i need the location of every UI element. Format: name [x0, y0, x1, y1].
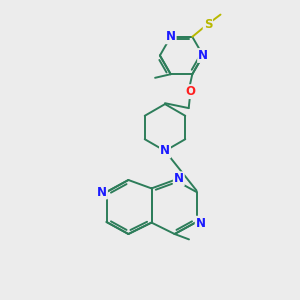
Text: N: N — [160, 144, 170, 158]
Text: N: N — [97, 185, 107, 199]
Text: S: S — [204, 18, 212, 31]
Text: N: N — [166, 30, 176, 43]
Text: O: O — [185, 85, 195, 98]
Text: N: N — [196, 217, 206, 230]
Text: N: N — [174, 172, 184, 185]
Text: N: N — [198, 49, 208, 62]
Text: N: N — [160, 144, 170, 158]
